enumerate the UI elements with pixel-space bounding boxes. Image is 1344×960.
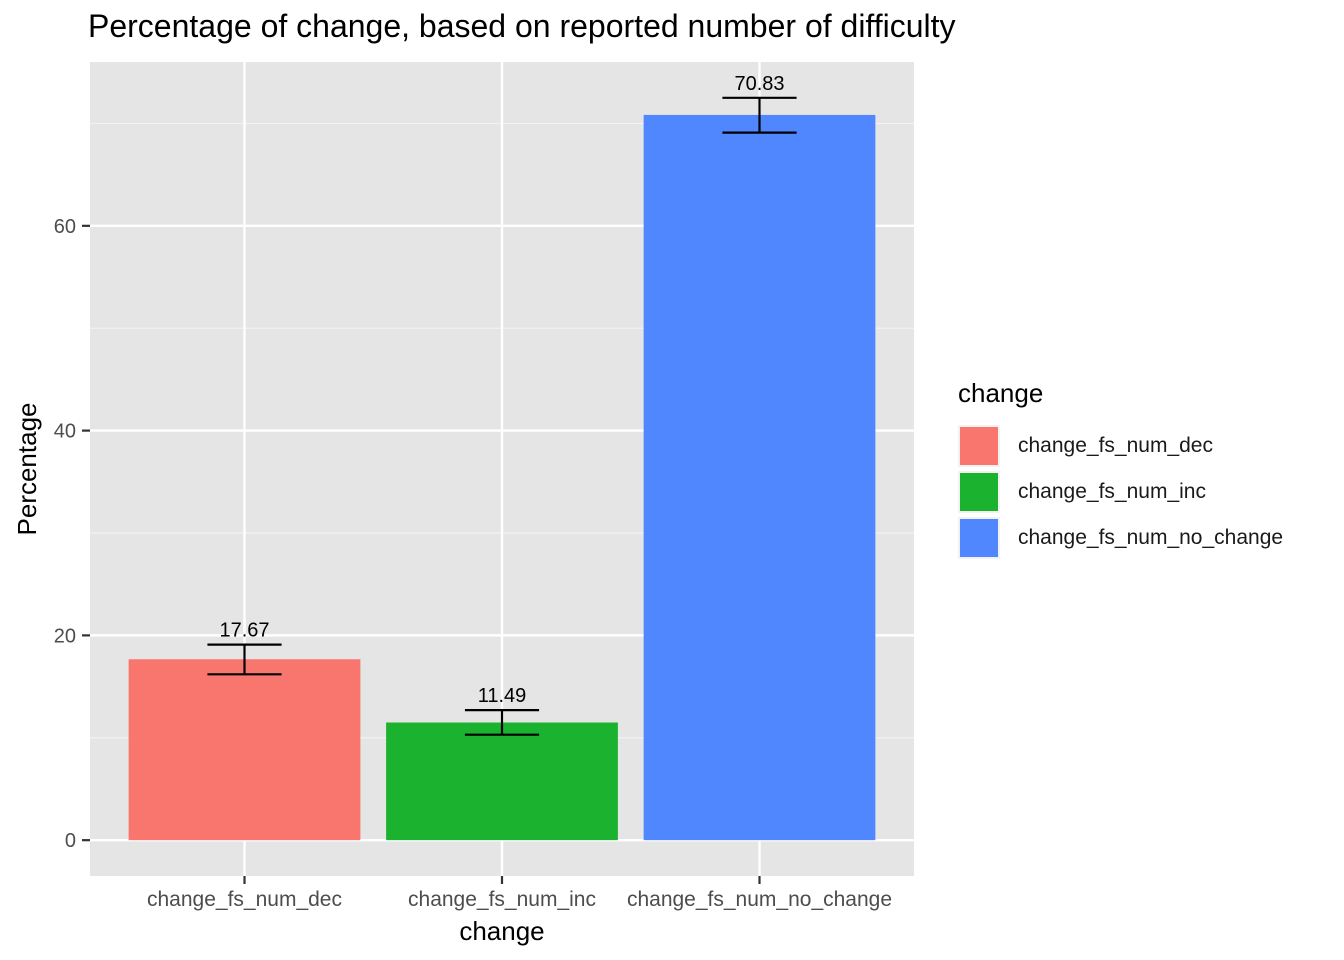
x-axis-title: change: [459, 916, 544, 946]
legend-label: change_fs_num_inc: [1018, 480, 1206, 503]
data-label: 70.83: [734, 73, 784, 95]
y-axis: 0 20 40 60: [54, 216, 90, 852]
legend-item: change_fs_num_no_change: [958, 515, 1283, 561]
legend-label: change_fs_num_dec: [1018, 434, 1213, 457]
legend-key-swatch: [958, 425, 1000, 467]
x-axis: change_fs_num_dec change_fs_num_inc change…: [147, 876, 892, 911]
y-tick-label: 60: [54, 216, 76, 238]
legend-label: change_fs_num_no_change: [1018, 526, 1284, 549]
data-label: 17.67: [219, 620, 269, 642]
y-tick-label: 20: [54, 625, 76, 647]
legend-items: change_fs_num_dec change_fs_num_inc chan…: [958, 423, 1283, 561]
bar: [643, 114, 876, 841]
legend-title: change: [958, 378, 1044, 408]
legend-item: change_fs_num_inc: [958, 469, 1283, 515]
x-tick-label: change_fs_num_inc: [408, 888, 596, 911]
bar: [128, 659, 361, 841]
error-bars: [207, 96, 797, 736]
legend: change change_fs_num_dec change_fs_num_i…: [958, 378, 1283, 561]
x-tick-label: change_fs_num_dec: [147, 888, 342, 911]
chart-title: Percentage of change, based on reported …: [88, 8, 956, 44]
x-tick-label: change_fs_num_no_change: [627, 888, 892, 911]
data-labels: 17.67 11.49 70.83: [219, 73, 784, 707]
y-tick-label: 40: [54, 421, 76, 443]
legend-item: change_fs_num_dec: [958, 423, 1283, 469]
y-tick-label: 0: [65, 830, 76, 852]
bar: [386, 722, 618, 841]
data-label: 11.49: [478, 685, 527, 707]
y-axis-title: Percentage: [12, 403, 42, 536]
bars: [128, 114, 876, 841]
legend-key-swatch: [958, 517, 1000, 559]
legend-key-swatch: [958, 471, 1000, 513]
